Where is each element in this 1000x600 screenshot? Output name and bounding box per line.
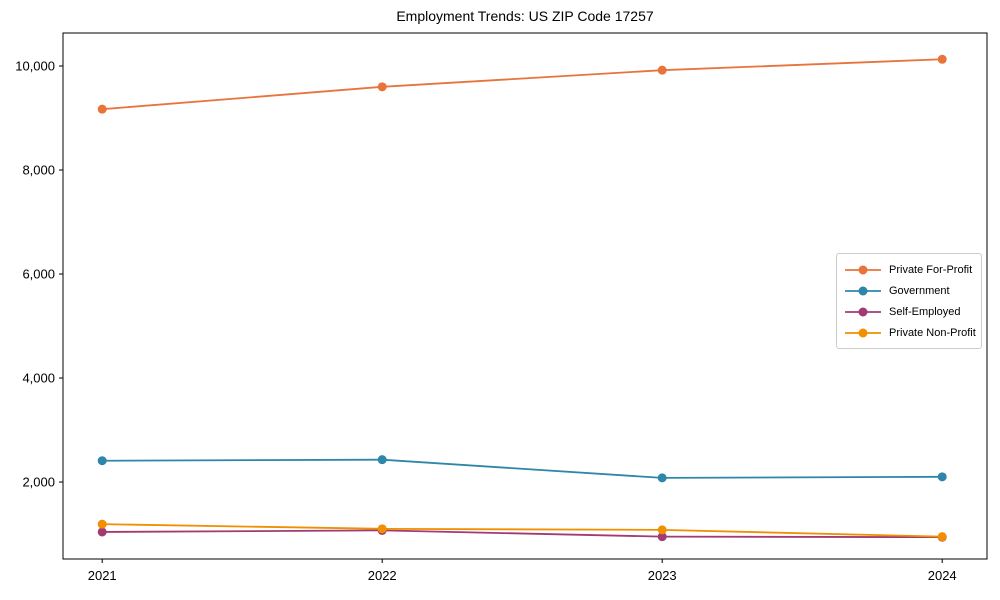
y-tick-label: 10,000 [15,59,55,74]
legend-item-private-non-profit: Private Non-Profit [844,322,981,343]
data-point-government [937,472,947,482]
legend-marker-line-icon [845,286,881,295]
data-point-self-employed [97,527,107,537]
data-point-private-non-profit [97,519,107,529]
x-tick-label: 2023 [648,568,677,583]
x-tick-label: 2022 [368,568,397,583]
data-point-private-non-profit [937,532,947,542]
legend-item-government: Government [844,280,981,301]
data-point-government [97,456,107,466]
legend-item-self-employed: Self-Employed [844,301,981,322]
y-tick-label: 2,000 [22,475,55,490]
data-point-private-for-profit [937,54,947,64]
y-tick-label: 8,000 [22,163,55,178]
legend: Private For-Profit Government Self-Emplo… [836,253,982,349]
series-layer [97,54,947,542]
legend-label: Private For-Profit [889,263,973,276]
data-point-private-non-profit [377,524,387,534]
y-tick-label: 4,000 [22,371,55,386]
series-line-self-employed [101,529,944,539]
legend-label: Private Non-Profit [889,326,976,339]
legend-marker-line-icon [845,328,881,337]
series-line-government [101,458,944,479]
axes-layer: 2,000 4,000 6,000 8,000 10,000 2021 2022 2023 20… [15,32,988,583]
data-point-self-employed [657,532,667,542]
chart-title: Employment Trends: US ZIP Code 17257 [396,8,654,24]
legend-marker-line-icon [845,307,881,316]
data-point-private-for-profit [377,82,387,92]
y-tick-label: 6,000 [22,267,55,282]
legend-label: Government [889,284,950,297]
data-point-private-non-profit [657,525,667,535]
x-tick-label: 2021 [88,568,117,583]
data-point-private-for-profit [657,65,667,75]
legend-label: Self-Employed [889,305,961,318]
series-line-private-for-profit [101,58,944,111]
data-point-government [657,473,667,483]
data-point-private-for-profit [97,104,107,114]
plot-spines [62,32,988,560]
legend-item-private-for-profit: Private For-Profit [844,259,981,280]
x-tick-label: 2024 [928,568,957,583]
series-line-private-non-profit [101,523,944,538]
data-point-government [377,455,387,465]
legend-marker-line-icon [845,265,881,274]
